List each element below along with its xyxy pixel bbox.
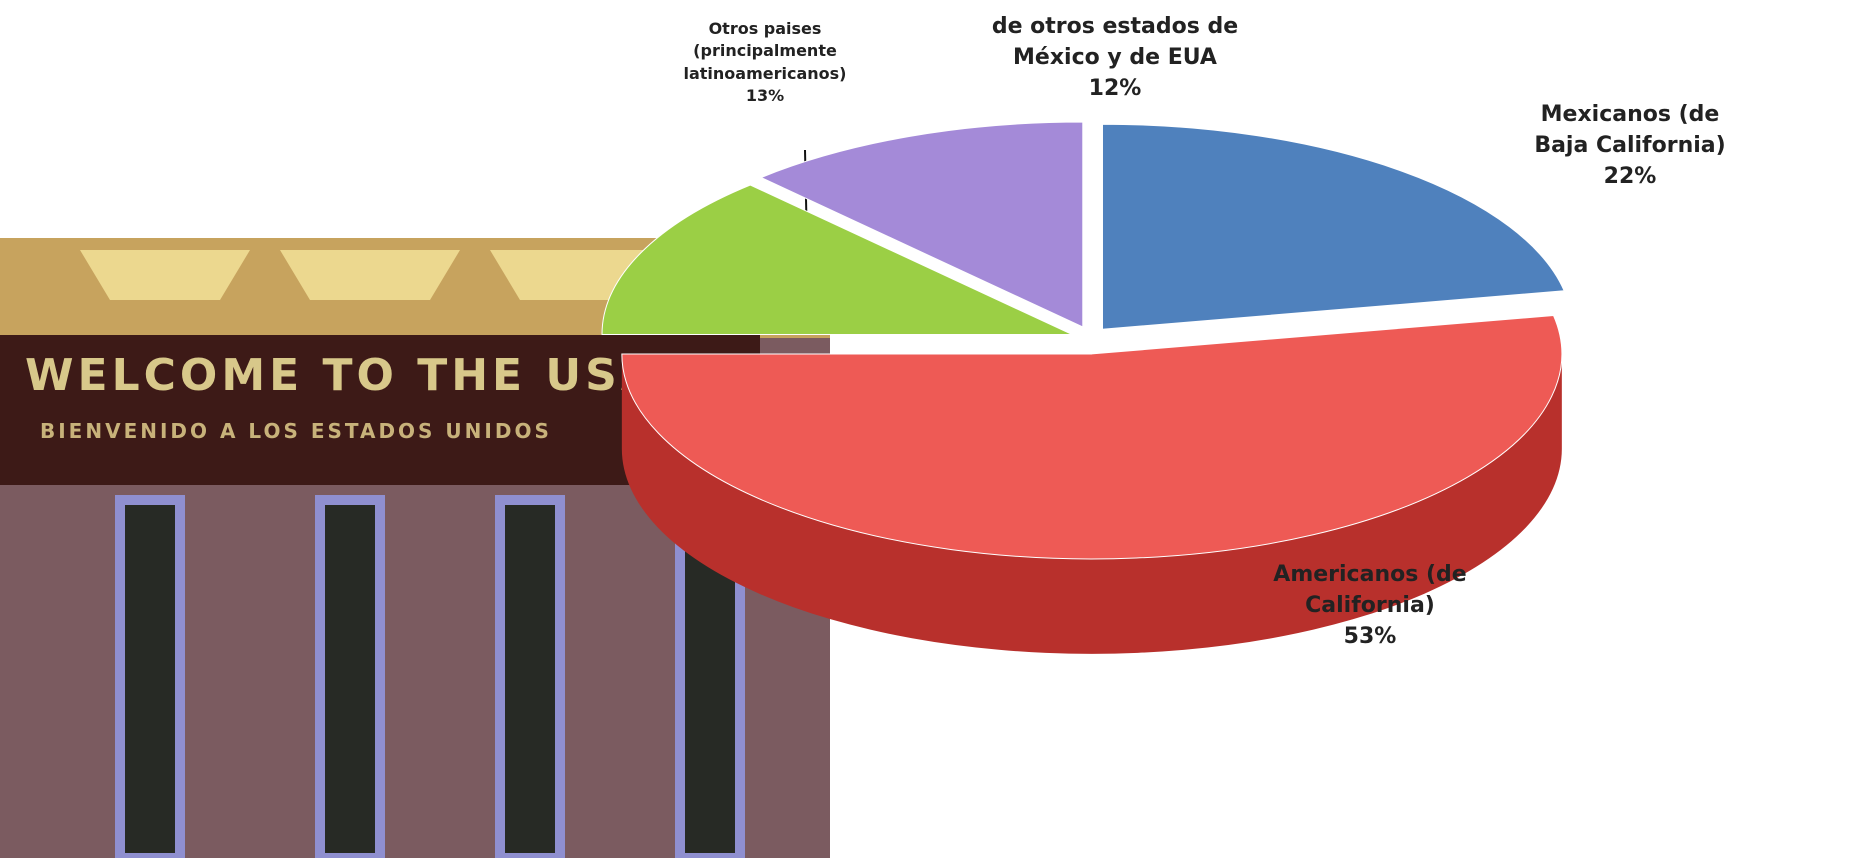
slice-value: 53% bbox=[1343, 623, 1397, 649]
slice-label: de otros estados de México y de EUA 12% bbox=[990, 12, 1240, 104]
slice-name: Otros paises (principalmente latinoameri… bbox=[683, 19, 847, 83]
slice-value: 12% bbox=[1088, 75, 1142, 101]
pie-slice bbox=[759, 121, 1084, 328]
pie-sides bbox=[621, 353, 1562, 654]
slice-label: Otros paises (principalmente latinoameri… bbox=[640, 18, 890, 108]
pie-tops bbox=[601, 121, 1565, 560]
slice-value: 22% bbox=[1603, 163, 1657, 189]
pie-slice bbox=[621, 314, 1563, 560]
slice-name: Mexicanos (de Baja California) bbox=[1534, 102, 1726, 158]
pie-slice bbox=[601, 184, 1073, 335]
ceiling-panel bbox=[80, 250, 250, 300]
slice-label: Mexicanos (de Baja California) 22% bbox=[1510, 100, 1750, 192]
window bbox=[115, 495, 185, 858]
sign-subtitle: BIENVENIDO A LOS ESTADOS UNIDOS bbox=[40, 419, 552, 443]
slice-name: Americanos (de California) bbox=[1273, 562, 1467, 618]
sign-title: WELCOME TO THE USA bbox=[25, 350, 659, 401]
window bbox=[315, 495, 385, 858]
ceiling-panel bbox=[280, 250, 460, 300]
pie-slice bbox=[1101, 123, 1565, 330]
slice-value: 13% bbox=[745, 86, 785, 106]
slice-name: de otros estados de México y de EUA bbox=[991, 14, 1239, 70]
window bbox=[495, 495, 565, 858]
slice-label: Americanos (de California) 53% bbox=[1240, 560, 1500, 652]
slice-side bbox=[621, 353, 1562, 654]
